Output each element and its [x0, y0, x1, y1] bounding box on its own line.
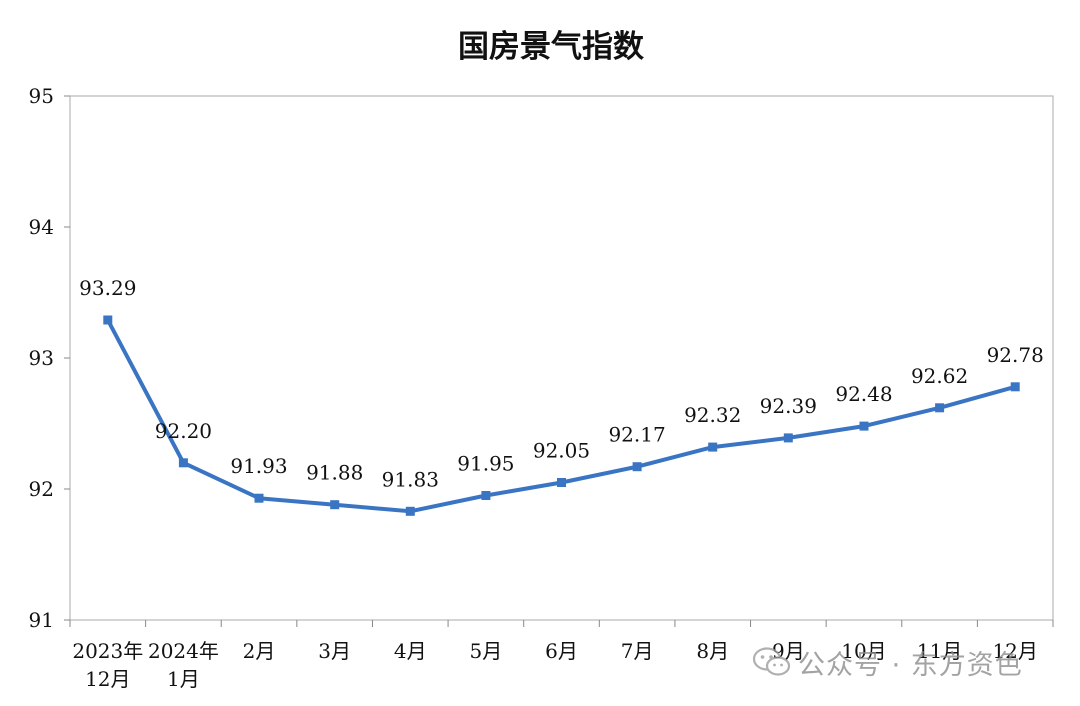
- data-point: [103, 315, 113, 325]
- x-tick-label: 2023年 12月: [72, 639, 143, 691]
- x-tick-label: 11月: [917, 639, 962, 663]
- data-label: 92.17: [608, 423, 665, 447]
- data-point: [405, 506, 415, 516]
- data-point: [783, 433, 793, 443]
- x-tick-label: 4月: [394, 639, 427, 663]
- data-label: 92.20: [155, 419, 212, 443]
- series-layer: [103, 315, 1020, 516]
- data-label: 92.62: [911, 364, 968, 388]
- data-label: 92.39: [760, 394, 817, 418]
- data-point: [481, 491, 491, 500]
- data-point: [557, 478, 566, 487]
- data-label: 92.32: [684, 403, 741, 427]
- data-label: 91.83: [382, 467, 439, 491]
- y-tick-label: 93: [29, 346, 54, 370]
- data-label: 91.95: [457, 452, 514, 476]
- chart-title: 国房景气指数: [458, 29, 644, 65]
- data-label: 92.48: [835, 382, 892, 406]
- data-point: [254, 493, 264, 503]
- data-label: 92.78: [987, 343, 1044, 367]
- data-point: [708, 442, 718, 452]
- x-tick-label: 2月: [243, 639, 276, 663]
- data-label: 93.29: [79, 276, 136, 300]
- x-tick-label: 5月: [470, 639, 503, 663]
- data-label: 92.05: [533, 439, 590, 463]
- plot-frame: [69, 95, 1054, 621]
- x-tick-label: 6月: [545, 639, 578, 663]
- x-tick-label: 10月: [841, 639, 886, 663]
- y-tick-label: 94: [29, 215, 54, 239]
- y-tick-label: 95: [29, 84, 54, 108]
- x-tick-label: 8月: [696, 639, 729, 663]
- data-point: [935, 403, 945, 413]
- data-point: [1010, 382, 1020, 392]
- x-tick-label: 2024年 1月: [148, 639, 219, 691]
- x-tick-label: 9月: [772, 639, 805, 663]
- x-tick-label: 12月: [992, 639, 1037, 663]
- data-point: [178, 458, 188, 468]
- data-point: [632, 462, 642, 472]
- data-point: [859, 421, 869, 431]
- y-tick-label: 92: [29, 477, 54, 501]
- x-tick-label: 7月: [621, 639, 654, 663]
- data-labels: 93.29 92.20 91.93 91.88 91.83 91.95 92.05 92.17…: [79, 276, 1044, 491]
- data-point: [330, 500, 340, 510]
- y-tick-label: 91: [29, 608, 54, 632]
- data-label: 91.93: [230, 454, 287, 478]
- x-tick-label: 3月: [318, 639, 351, 663]
- data-label: 91.88: [306, 461, 363, 485]
